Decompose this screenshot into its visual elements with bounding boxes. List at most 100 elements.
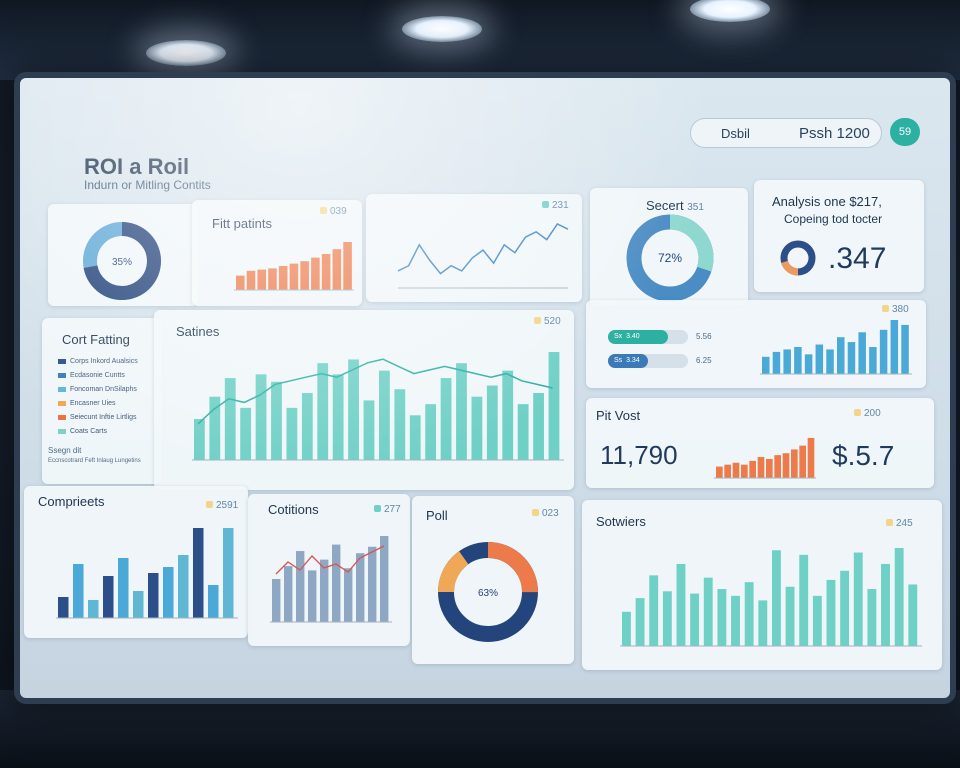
cort-fatting-card[interactable]: Cort Fatting Corps Inkord Aualsics Ecdaso… <box>42 318 162 484</box>
chart-bar <box>826 579 836 646</box>
card-title: Sotwiers <box>596 514 646 529</box>
chart-bar <box>812 595 822 646</box>
chart-bar <box>311 257 320 290</box>
chart-bar <box>308 570 317 622</box>
chart-bar <box>749 460 756 478</box>
progress-fill: Ss 3.34 <box>608 354 648 368</box>
card-title: Secert 351 <box>646 198 704 213</box>
chart-bar <box>236 275 245 290</box>
chart-bar <box>272 579 281 622</box>
chart-bar <box>649 575 659 646</box>
progress-bar: Ss 3.34 <box>608 354 688 368</box>
card-value: 380 <box>882 304 909 315</box>
progress-right-value: 5.56 <box>696 332 712 341</box>
chart-bar <box>731 595 740 646</box>
chart-bar <box>440 378 452 460</box>
legend-swatch <box>58 372 66 378</box>
chart-bar <box>317 363 329 460</box>
chart-bar <box>622 611 631 646</box>
chart-bar <box>533 392 544 460</box>
card-value: 023 <box>532 508 559 519</box>
card-value: 200 <box>854 408 881 419</box>
chart-bar <box>194 419 205 460</box>
donut-center-label: 72% <box>658 251 682 265</box>
legend-item: Encasner Uies <box>58 400 116 407</box>
chart-bar <box>772 351 781 374</box>
pill-left-label: Dsbil <box>721 126 750 141</box>
legend-swatch <box>58 428 66 434</box>
chart-bar <box>840 570 850 646</box>
chart-bar <box>343 242 352 290</box>
sotwiers-card[interactable]: Sotwiers 245 <box>582 500 942 670</box>
donut-center-label: 63% <box>478 588 498 599</box>
card-value: 520 <box>534 316 561 327</box>
card-value: 231 <box>542 200 569 211</box>
progress-bar-chart <box>760 320 912 375</box>
chart-bar <box>853 552 863 646</box>
chart-bar <box>867 589 877 646</box>
card-title: Cotitions <box>268 502 319 517</box>
legend-label: Foncoman DnSilaphs <box>70 386 137 393</box>
chart-bar <box>635 598 645 646</box>
chart-bar <box>774 455 781 478</box>
analysis-line-2: Copeing tod tocter <box>784 212 883 226</box>
chart-bar <box>815 344 824 374</box>
legend-item: Coats Carts <box>58 428 107 435</box>
ceiling-light <box>402 16 482 42</box>
satines-card[interactable]: Satines 520 <box>154 310 574 490</box>
chart-bar <box>804 354 813 374</box>
chart-bar <box>548 352 560 460</box>
comprieets-card[interactable]: Comprieets 2591 <box>24 486 248 638</box>
floor <box>0 690 960 768</box>
chart-bar <box>278 266 288 290</box>
header-filter-pill[interactable]: Dsbil Pssh 1200 <box>690 118 882 148</box>
chart-bar <box>744 582 754 646</box>
page-subtitle: Indurn or Mitling Contits <box>84 178 211 192</box>
chart-bar <box>148 573 159 618</box>
chart-bar <box>690 593 700 646</box>
chart-bar <box>301 392 313 460</box>
poll-card[interactable]: Poll 023 63% <box>412 496 574 664</box>
notification-badge[interactable]: 59 <box>890 118 920 146</box>
chart-bar <box>246 270 256 290</box>
chart-trend-line <box>197 358 553 425</box>
card-title: Cort Fatting <box>62 332 130 347</box>
chart-bar <box>847 342 856 374</box>
chart-bar <box>394 389 406 460</box>
chart-bar <box>380 536 389 622</box>
fit-patints-card[interactable]: Fitt patints 039 <box>192 200 362 306</box>
chart-bar <box>409 415 421 460</box>
page-title: ROI a Roil <box>84 154 190 179</box>
chart-bar <box>837 337 845 374</box>
footer-label: Eccnscotrard Feft Inlaug Lungetins <box>48 458 141 464</box>
legend-swatch <box>58 400 66 406</box>
secert-card[interactable]: Secert 351 72% <box>590 188 748 306</box>
card-title: Comprieets <box>38 494 105 509</box>
pill-right-label: Pssh 1200 <box>799 125 870 142</box>
chart-bar <box>320 559 329 622</box>
pit-vost-card[interactable]: Pit Vost 200 11,790 $.5.7 <box>586 398 934 488</box>
card-value: 2591 <box>206 500 238 511</box>
progress-card[interactable]: Sx 3.40 5.56 Ss 3.34 6.25 380 <box>586 300 926 388</box>
chart-bar <box>785 586 795 646</box>
chart-bar <box>791 449 798 478</box>
line-card[interactable]: 231 <box>366 194 582 302</box>
chart-bar <box>502 370 514 460</box>
donut-card[interactable]: 35% <box>48 204 198 306</box>
analysis-card[interactable]: Analysis one $217, Copeing tod tocter .3… <box>754 180 924 292</box>
progress-fill: Sx 3.40 <box>608 330 668 344</box>
progress-right-value: 6.25 <box>696 356 712 365</box>
chart-bar <box>193 528 204 618</box>
cotitions-card[interactable]: Cotitions 277 <box>248 494 410 646</box>
chart-bar <box>223 528 234 618</box>
chart-bar <box>268 268 277 290</box>
chart-bar <box>471 396 483 460</box>
chart-bar <box>894 548 904 646</box>
chart-line <box>397 223 569 275</box>
chart-bar <box>133 591 144 618</box>
chart-bar <box>289 263 299 290</box>
chart-bar <box>178 555 189 618</box>
chart-bar <box>724 464 731 478</box>
chart-bar <box>762 356 770 374</box>
analysis-line-1: Analysis one $217, <box>772 194 882 209</box>
